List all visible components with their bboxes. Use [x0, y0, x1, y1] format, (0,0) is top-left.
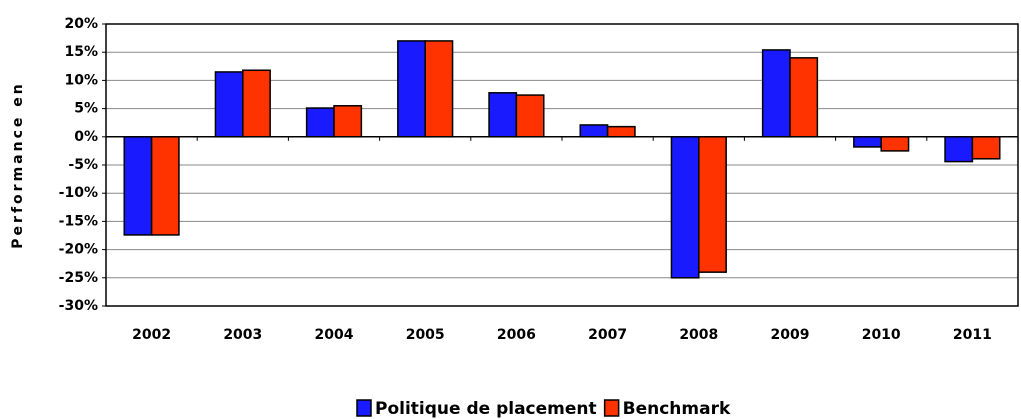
x-tick-label: 2009 [771, 327, 810, 343]
legend-label: Benchmark [623, 399, 731, 419]
x-tick-label: 2006 [497, 327, 536, 343]
bar [944, 136, 974, 163]
bar [880, 136, 910, 152]
y-tick-label: -30% [59, 298, 98, 314]
bar [670, 136, 700, 279]
x-tick-label: 2007 [588, 327, 627, 343]
bar [123, 136, 153, 236]
x-tick-label: 2002 [132, 327, 171, 343]
legend-label: Politique de placement [375, 399, 597, 419]
x-tick-label: 2011 [953, 327, 992, 343]
bar [242, 69, 271, 138]
y-tick-label: 5% [74, 101, 98, 117]
x-tick-label: 2003 [223, 327, 262, 343]
y-tick-label: -5% [68, 157, 98, 173]
y-tick-label: 20% [64, 16, 98, 32]
y-tick-label: -10% [59, 185, 98, 201]
y-tick-label: 10% [64, 72, 98, 88]
x-tick-label: 2004 [315, 327, 354, 343]
y-tick-label: -25% [59, 270, 98, 286]
bar [424, 40, 454, 138]
x-tick-label: 2010 [862, 327, 901, 343]
y-axis-label: Performance en [10, 81, 26, 248]
y-tick-label: -20% [59, 242, 98, 258]
bar [305, 107, 335, 138]
bar [789, 57, 819, 138]
y-tick-label: -15% [59, 213, 98, 229]
x-tick-label: 2005 [406, 327, 445, 343]
bar [579, 124, 609, 138]
bar [397, 40, 426, 138]
bar [214, 71, 244, 138]
legend-swatch [356, 399, 372, 417]
x-tick-label: 2008 [679, 327, 718, 343]
y-tick-label: 0% [74, 129, 98, 145]
bar [606, 125, 636, 138]
bar [853, 136, 882, 148]
bar [488, 92, 518, 138]
bar [333, 105, 363, 138]
bar [150, 136, 180, 236]
bar [698, 136, 727, 273]
plot-border [105, 23, 1019, 307]
bar [515, 94, 545, 138]
legend-swatch [603, 399, 620, 417]
y-tick-label: 15% [64, 44, 98, 60]
bar [971, 136, 1001, 160]
bar [761, 49, 791, 138]
